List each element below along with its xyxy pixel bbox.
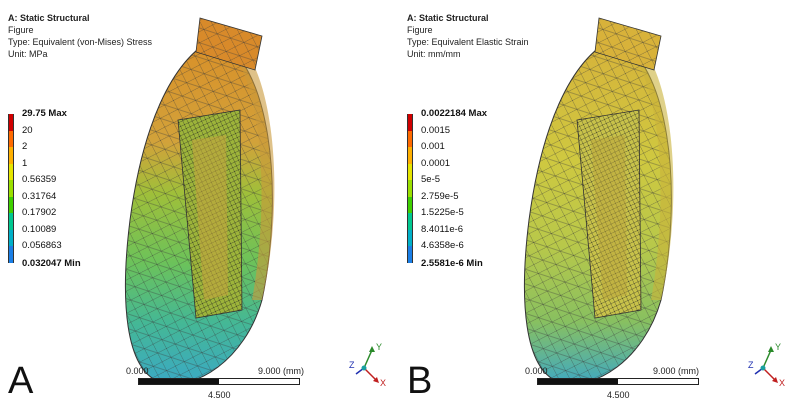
scale-right-label: 9.000 (mm): [258, 366, 305, 376]
axis-y-label: Y: [376, 342, 382, 352]
legend-swatch: [8, 163, 14, 180]
axis-triad-icon: Y Z X: [748, 342, 785, 388]
legend-swatch: [8, 180, 14, 197]
result-header: A: Static Structural Figure Type: Equiva…: [407, 12, 529, 60]
legend-label: 4.6358e-6: [421, 240, 464, 251]
legend-swatch: [407, 196, 413, 213]
legend-label: 0.31764: [22, 190, 57, 202]
result-header: A: Static Structural Figure Type: Equiva…: [8, 12, 152, 60]
legend-swatch: [407, 229, 413, 246]
scale-middle-label: 4.500: [607, 390, 630, 400]
legend-label: 0.056863: [22, 240, 62, 251]
legend-label: 2.759e-5: [421, 190, 459, 202]
legend-label: 8.4011e-6: [421, 223, 464, 235]
legend-swatch: [407, 163, 413, 180]
legend-max-label: 29.75 Max: [22, 108, 67, 119]
legend-label: 1.5225e-5: [421, 207, 464, 218]
scale-bar: [537, 378, 699, 385]
axis-triad-icon: Y Z X: [349, 342, 386, 388]
result-unit: Unit: mm/mm: [407, 49, 461, 59]
result-type: Type: Equivalent Elastic Strain: [407, 37, 529, 47]
strain-model-view: [523, 17, 674, 385]
scale-bar-filled-segment: [538, 379, 618, 384]
panel-b: A: Static Structural Figure Type: Equiva…: [399, 0, 798, 404]
result-title: A: Static Structural: [8, 13, 90, 23]
legend-swatch: [407, 130, 413, 147]
result-subtitle: Figure: [407, 25, 433, 35]
panel-label: B: [407, 360, 433, 402]
result-subtitle: Figure: [8, 25, 34, 35]
axis-y-label: Y: [775, 342, 781, 352]
result-type: Type: Equivalent (von-Mises) Stress: [8, 37, 153, 47]
scale-left-label: 0.000: [525, 366, 548, 376]
legend-swatch: [8, 114, 14, 131]
axis-z-label: Z: [349, 360, 355, 370]
legend-label: 0.001: [421, 141, 445, 152]
legend-label: 0.10089: [22, 223, 57, 235]
panel-label: A: [8, 360, 34, 402]
legend-swatch: [8, 130, 14, 147]
panel-a: A: Static Structural Figure Type: Equiva…: [8, 12, 386, 402]
axis-x-label: X: [779, 378, 785, 388]
axis-x-label: X: [380, 378, 386, 388]
legend-label: 20: [22, 124, 33, 136]
legend-min-label: 2.5581e-6 Min: [421, 257, 483, 269]
scale-left-label: 0.000: [126, 366, 149, 376]
axis-z-label: Z: [748, 360, 754, 370]
legend-swatch: [8, 246, 14, 263]
scale-bar: [138, 378, 300, 385]
legend-label: 0.56359: [22, 174, 57, 185]
result-unit: Unit: MPa: [8, 49, 48, 59]
legend-label: 5e-5: [421, 174, 441, 185]
legend-min-label: 0.032047 Min: [22, 257, 81, 269]
legend-label: 1: [22, 157, 28, 169]
scale-middle-label: 4.500: [208, 390, 231, 400]
scale-right-label: 9.000 (mm): [653, 366, 700, 376]
scale-bar-filled-segment: [139, 379, 219, 384]
legend-label: 0.0001: [421, 157, 451, 169]
legend-label: 2: [22, 141, 28, 152]
legend-swatch: [407, 147, 413, 164]
legend-swatch: [8, 229, 14, 246]
legend-swatch: [407, 213, 413, 230]
legend-swatch: [8, 147, 14, 164]
legend-swatch: [407, 114, 413, 131]
legend-swatch: [407, 180, 413, 197]
legend-label: 0.0015: [421, 124, 451, 136]
legend-swatch: [407, 246, 413, 263]
result-title: A: Static Structural: [407, 13, 489, 23]
legend-swatch: [8, 196, 14, 213]
legend-max-label: 0.0022184 Max: [421, 108, 488, 119]
stress-model-view: [124, 17, 275, 385]
legend-label: 0.17902: [22, 207, 57, 218]
legend-swatch: [8, 213, 14, 230]
